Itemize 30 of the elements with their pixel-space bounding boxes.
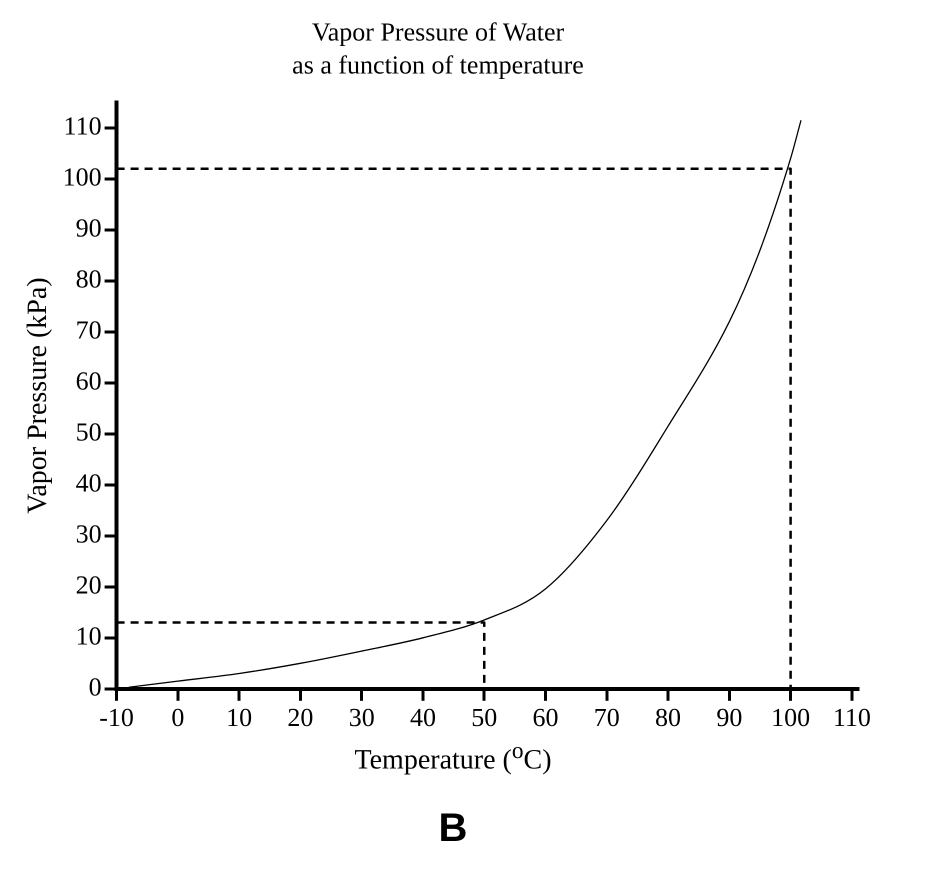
y-tick-label: 0 [88, 672, 102, 702]
y-tick-label: 60 [76, 366, 102, 396]
x-axis-title: Temperature ($^{o}$C) [353, 738, 553, 776]
y-tick-label: 40 [76, 468, 102, 498]
x-tick-label: 20 [287, 703, 314, 732]
y-tick-label: 50 [76, 418, 102, 447]
y-tick-label: 10 [76, 622, 102, 651]
x-tick-label: 0 [171, 703, 184, 732]
x-tick-label: 50 [471, 703, 498, 732]
x-tick-label: 10 [226, 703, 252, 732]
y-tick-label: 110 [64, 112, 102, 141]
x-tick-label: 30 [348, 703, 375, 732]
x-tick-label: 90 [716, 703, 742, 732]
chart-title: Vapor Pressure of Water [312, 17, 564, 46]
x-tick-label: 100 [771, 703, 810, 732]
x-tick-label: 60 [532, 703, 559, 732]
x-tick-label: 80 [655, 703, 682, 732]
y-tick-label: 30 [76, 520, 102, 549]
x-tick-label: 40 [410, 703, 436, 732]
y-tick-label: 100 [62, 162, 102, 192]
x-tick-label: 70 [594, 703, 620, 732]
y-axis-title: Vapor Pressure (kPa) [22, 277, 54, 514]
x-tick-label: -10 [99, 703, 134, 732]
text: B [438, 806, 468, 852]
y-tick-label: 90 [76, 214, 102, 243]
y-tick-label: 70 [76, 316, 102, 345]
x-tick-label: 110 [832, 703, 871, 732]
y-tick-label: 80 [76, 264, 102, 294]
y-tick-label: 20 [76, 570, 102, 600]
chart-subtitle: as a function of temperature [292, 50, 584, 80]
